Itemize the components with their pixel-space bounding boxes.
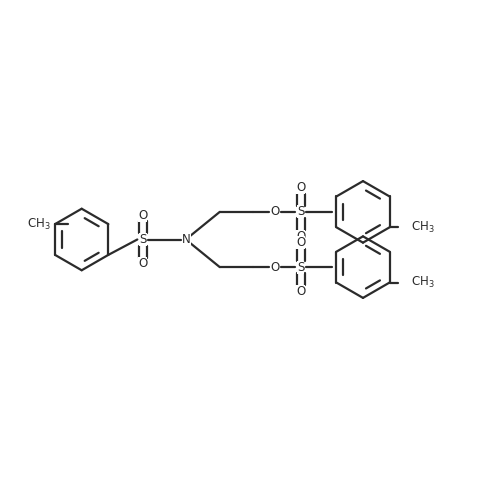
Text: O: O [270,261,280,274]
Text: CH$_3$: CH$_3$ [411,275,435,290]
Text: S: S [297,261,304,274]
Text: O: O [138,257,148,271]
Text: CH$_3$: CH$_3$ [27,217,50,232]
Text: O: O [296,236,305,249]
Text: O: O [296,181,305,194]
Text: N: N [182,233,191,246]
Text: O: O [296,230,305,243]
Text: O: O [296,285,305,298]
Text: S: S [139,233,147,246]
Text: CH$_3$: CH$_3$ [411,220,435,235]
Text: S: S [297,205,304,218]
Text: O: O [138,208,148,222]
Text: O: O [270,205,280,218]
